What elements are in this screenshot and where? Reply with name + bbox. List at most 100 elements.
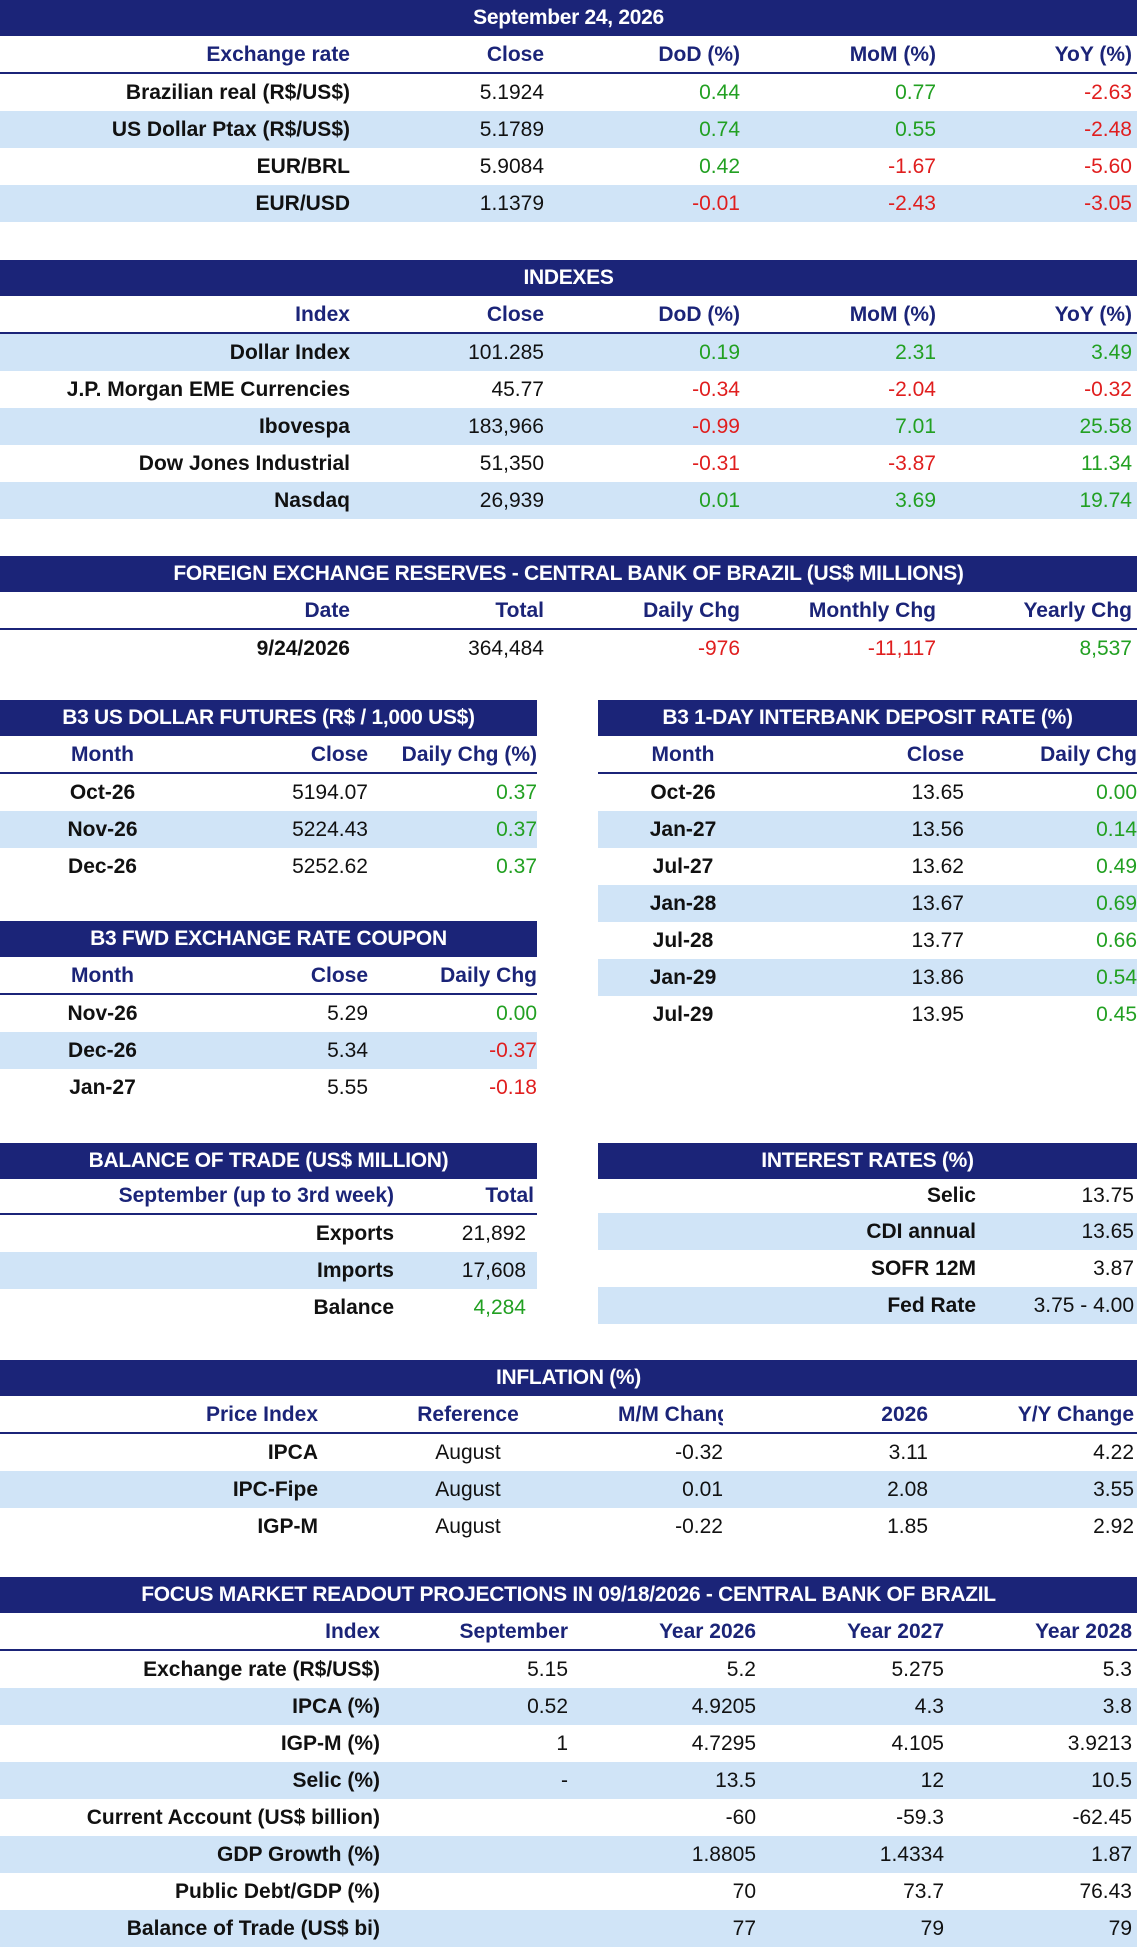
table-header-row: Index September Year 2026 Year 2027 Year… — [0, 1613, 1137, 1651]
daily-chg-value: 0.54 — [1096, 966, 1137, 989]
month-label: Oct-26 — [69, 781, 136, 804]
row-label: Balance — [313, 1296, 394, 1319]
dod-value: -0.01 — [692, 192, 740, 215]
row-label: SOFR 12M — [870, 1257, 976, 1280]
row-label: Selic (%) — [292, 1769, 380, 1792]
col-header: DoD (%) — [658, 303, 740, 326]
reserves-table: FOREIGN EXCHANGE RESERVES - CENTRAL BANK… — [0, 556, 1137, 667]
col-header: Price Index — [205, 1403, 318, 1426]
year-2027-value: 79 — [920, 1917, 944, 1940]
row-label: Dow Jones Industrial — [138, 452, 350, 475]
col-header: Monthly Chg — [808, 599, 936, 622]
mom-value: 0.55 — [895, 118, 936, 141]
row-label: IPC-Fipe — [232, 1478, 318, 1501]
month-label: Jul-28 — [652, 929, 714, 952]
table-row: Jan-28 13.67 0.69 — [598, 885, 1137, 922]
row-label: Current Account (US$ billion) — [86, 1806, 380, 1829]
month-label: Nov-26 — [67, 1002, 138, 1025]
dod-value: 0.01 — [699, 489, 740, 512]
table-row: Jan-27 13.56 0.14 — [598, 811, 1137, 848]
col-header: Year 2026 — [659, 1620, 756, 1643]
reserves-yearly-chg: 8,537 — [1079, 637, 1132, 660]
month-label: Dec-26 — [68, 855, 137, 878]
row-label: Brazilian real (R$/US$) — [125, 81, 350, 104]
reference-value: August — [435, 1441, 501, 1464]
yoy-value: -2.63 — [1084, 81, 1132, 104]
daily-chg-value: 0.45 — [1096, 1003, 1137, 1026]
table-row: 9/24/2026 364,484 -976 -11,117 8,537 — [0, 630, 1137, 667]
table-row: GDP Growth (%) 1.8805 1.4334 1.87 — [0, 1836, 1137, 1873]
table-row: Exports 21,892 — [0, 1215, 537, 1252]
year-2027-value: 4.3 — [914, 1695, 944, 1718]
col-header: Daily Chg — [440, 964, 537, 987]
yoy-value: 11.34 — [1081, 452, 1132, 475]
col-header: Daily Chg — [1040, 743, 1137, 766]
daily-chg-value: 0.14 — [1096, 818, 1137, 841]
mom-value: -2.04 — [888, 378, 936, 401]
row-label: Nasdaq — [274, 489, 350, 512]
table-header-row: Date Total Daily Chg Monthly Chg Yearly … — [0, 592, 1137, 630]
table-header-row: Index Close DoD (%) MoM (%) YoY (%) — [0, 296, 1137, 334]
rate-value: 13.75 — [1081, 1184, 1134, 1207]
col-header: Close — [310, 743, 368, 766]
month-label: Jul-27 — [652, 855, 714, 878]
row-label: Exports — [315, 1222, 394, 1245]
year-2027-value: 5.275 — [891, 1658, 944, 1681]
year-2027-value: -59.3 — [896, 1806, 944, 1829]
table-header-row: Month Close Daily Chg — [0, 957, 537, 995]
table-row: Fed Rate 3.75 - 4.00 — [598, 1287, 1137, 1324]
table-row: Selic (%) - 13.5 12 10.5 — [0, 1762, 1137, 1799]
exchange-date-header: September 24, 2026 — [0, 0, 1137, 36]
rate-value: 13.65 — [1081, 1220, 1134, 1243]
year-2027-value: 73.7 — [903, 1880, 944, 1903]
september-value — [380, 1873, 568, 1910]
month-label: Jul-29 — [652, 1003, 714, 1026]
month-label: Dec-26 — [68, 1039, 137, 1062]
inflation-title: INFLATION (%) — [0, 1360, 1137, 1396]
col-header: Reference — [417, 1403, 519, 1426]
table-row: SOFR 12M 3.87 — [598, 1250, 1137, 1287]
table-row: Nov-26 5.29 0.00 — [0, 995, 537, 1032]
year-value: 3.11 — [888, 1441, 928, 1464]
row-label: Imports — [316, 1259, 394, 1282]
close-value: 13.56 — [911, 818, 964, 841]
interest-rates-table: INTEREST RATES (%) Selic 13.75 CDI annua… — [598, 1143, 1137, 1324]
row-label: Fed Rate — [887, 1294, 976, 1317]
year-2026-value: 4.7295 — [691, 1732, 756, 1755]
yy-change-value: 3.55 — [1093, 1478, 1134, 1501]
trade-value: 17,608 — [461, 1259, 526, 1282]
table-row: Nov-26 5224.43 0.37 — [0, 811, 537, 848]
coupon-table: B3 FWD EXCHANGE RATE COUPON Month Close … — [0, 921, 537, 1106]
row-label: Public Debt/GDP (%) — [175, 1880, 380, 1903]
mom-value: 3.69 — [895, 489, 936, 512]
inflation-table: INFLATION (%) Price Index Reference M/M … — [0, 1360, 1137, 1545]
daily-chg-value: 0.49 — [1096, 855, 1137, 878]
row-label: Ibovespa — [258, 415, 350, 438]
daily-chg-value: 0.37 — [496, 781, 537, 804]
table-row: Jan-29 13.86 0.54 — [598, 959, 1137, 996]
close-value: 5.1924 — [479, 81, 544, 104]
focus-title: FOCUS MARKET READOUT PROJECTIONS IN 09/1… — [0, 1577, 1137, 1613]
row-label: US Dollar Ptax (R$/US$) — [111, 118, 350, 141]
trade-balance-table: BALANCE OF TRADE (US$ MILLION) September… — [0, 1143, 537, 1326]
month-label: Jan-27 — [69, 1076, 136, 1099]
reserves-monthly-chg: -11,117 — [867, 637, 936, 660]
coupon-title: B3 FWD EXCHANGE RATE COUPON — [0, 921, 537, 957]
yoy-value: -5.60 — [1084, 155, 1132, 178]
table-header-row: Exchange rate Close DoD (%) MoM (%) YoY … — [0, 36, 1137, 74]
dod-value: -0.99 — [692, 415, 740, 438]
table-row: EUR/BRL 5.9084 0.42 -1.67 -5.60 — [0, 148, 1137, 185]
mom-value: 7.01 — [895, 415, 936, 438]
exchange-rate-table: September 24, 2026 Exchange rate Close D… — [0, 0, 1137, 222]
row-label: EUR/USD — [255, 192, 350, 215]
year-2027-value: 4.105 — [891, 1732, 944, 1755]
year-2026-value: 77 — [732, 1917, 756, 1940]
year-2026-value: 4.9205 — [691, 1695, 756, 1718]
indexes-table: INDEXES Index Close DoD (%) MoM (%) YoY … — [0, 260, 1137, 519]
year-value: 1.85 — [887, 1515, 928, 1538]
year-2027-value: 12 — [920, 1769, 944, 1792]
mom-value: -1.67 — [888, 155, 936, 178]
row-label: J.P. Morgan EME Currencies — [66, 378, 350, 401]
september-value — [380, 1910, 568, 1947]
close-value: 5.34 — [327, 1039, 368, 1062]
